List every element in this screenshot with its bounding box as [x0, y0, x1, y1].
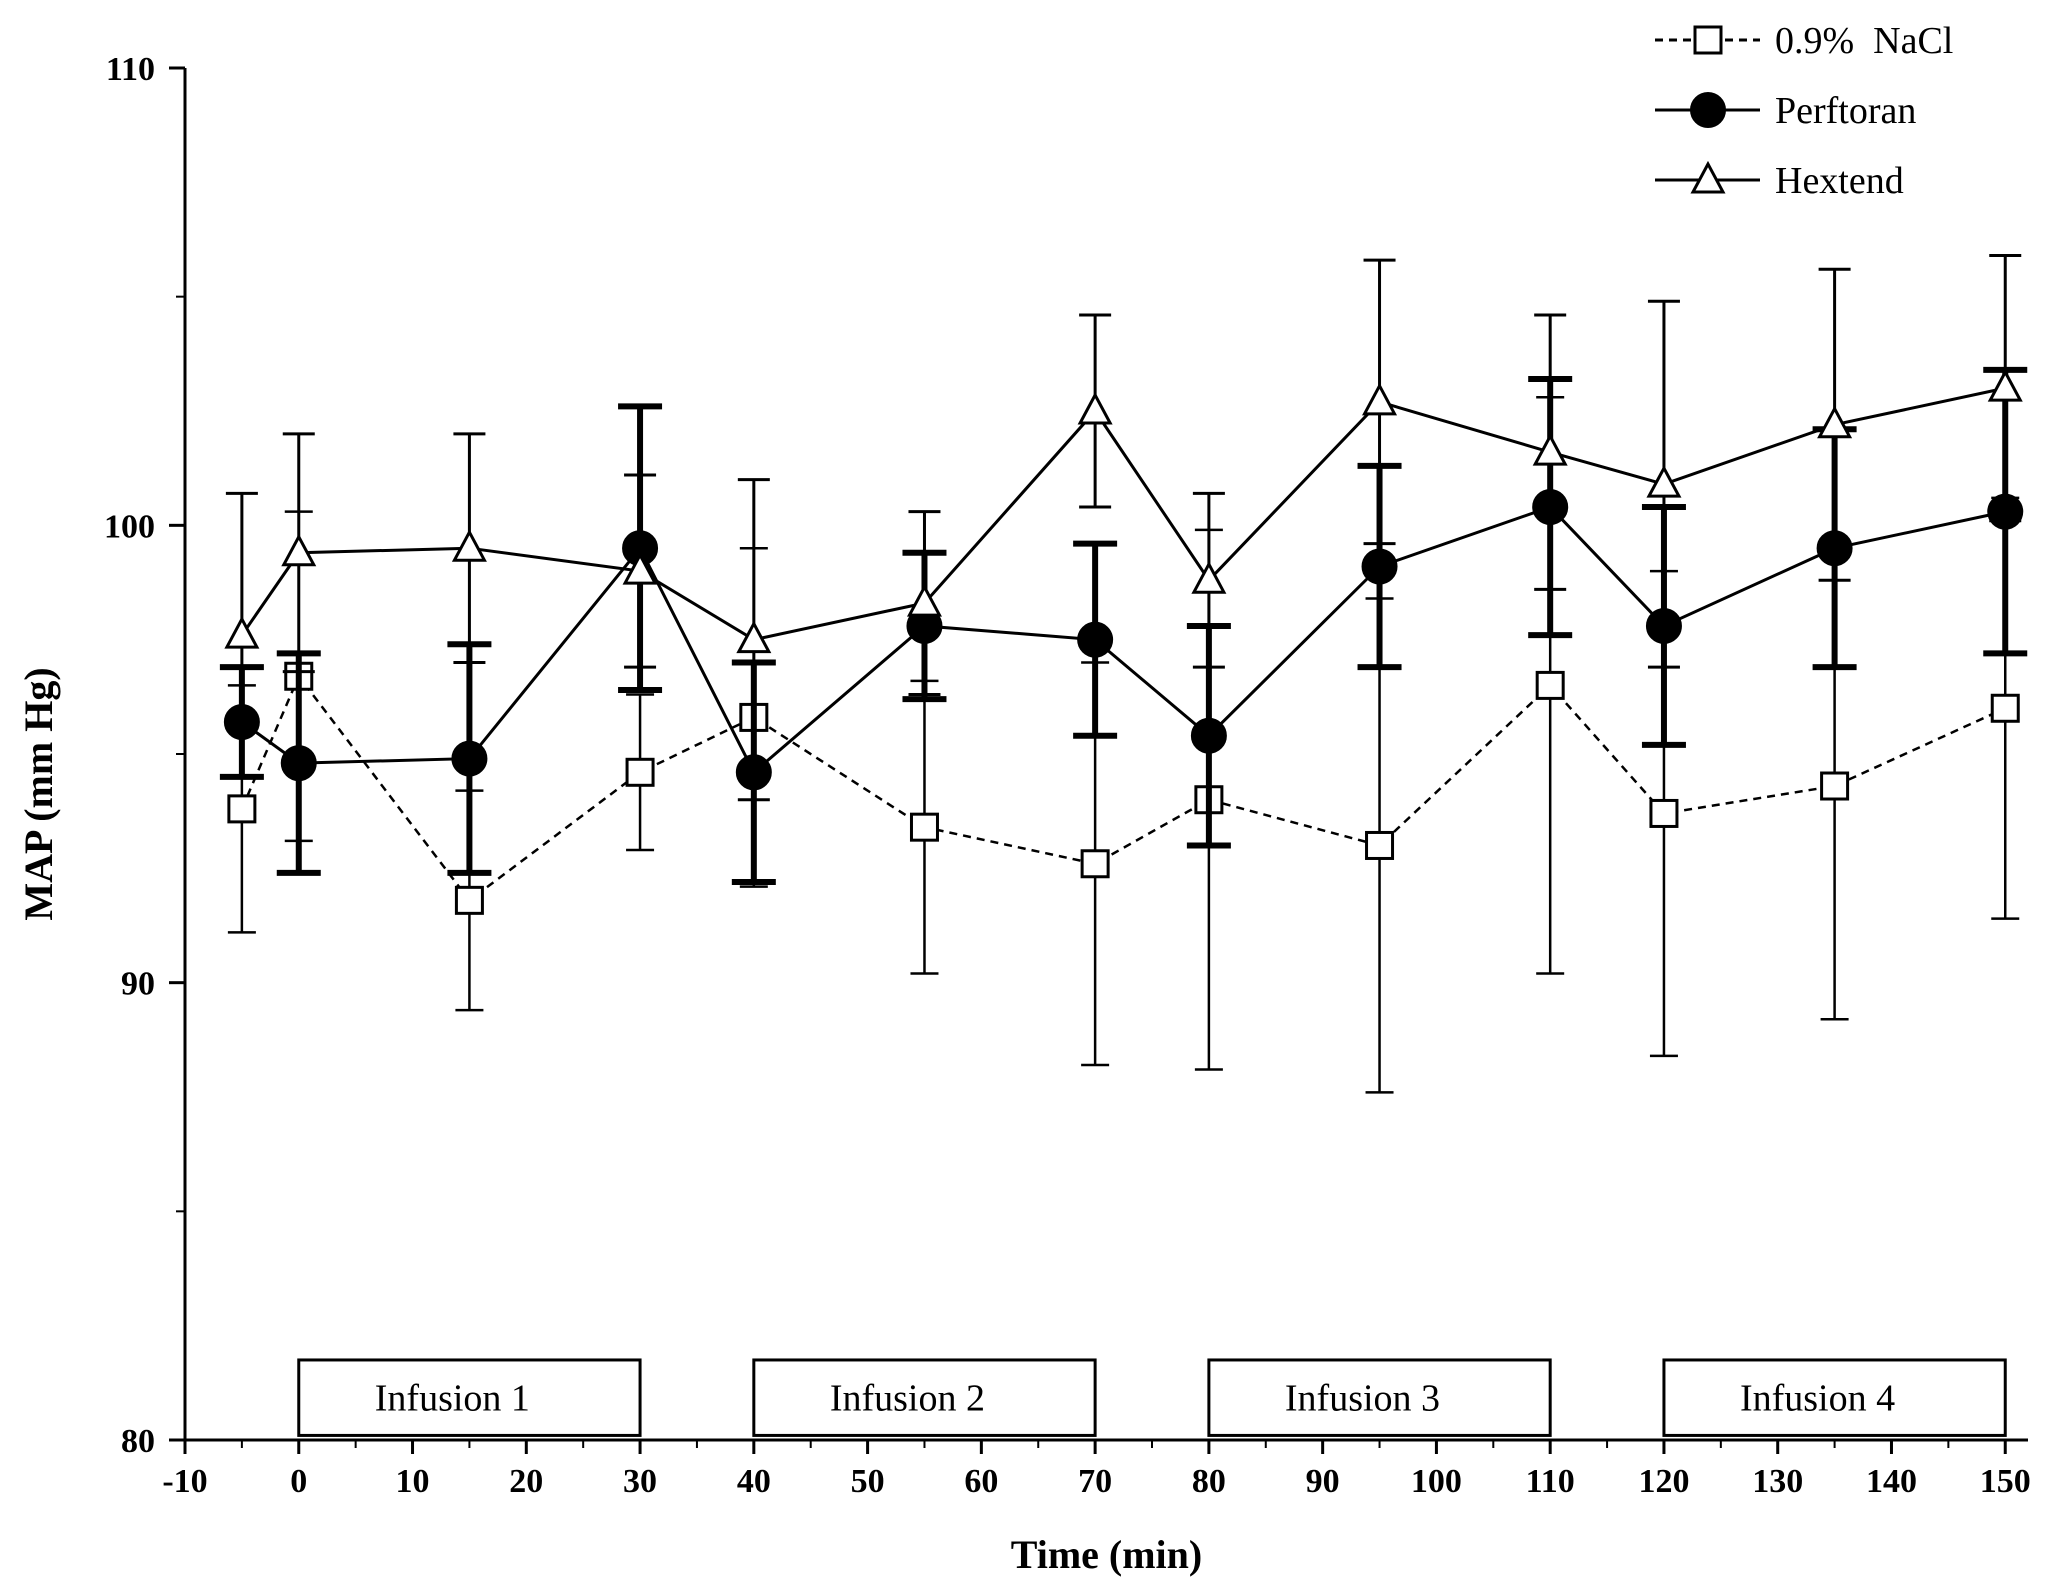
x-tick-label: 20	[509, 1463, 543, 1500]
series-layer	[219, 254, 2028, 1094]
x-tick-label: 110	[1526, 1463, 1575, 1500]
data-point	[1990, 693, 2020, 723]
data-point	[451, 740, 488, 777]
data-point	[625, 757, 655, 787]
x-tick-label: 90	[1306, 1463, 1340, 1500]
legend-label: 0.9% NaCl	[1775, 20, 1953, 62]
data-point	[1987, 368, 2023, 402]
data-point	[451, 529, 487, 562]
data-point	[906, 583, 942, 617]
series-line	[240, 673, 2006, 903]
series-0-9-nacl	[227, 396, 2020, 1094]
y-axis-title: MAP (mm Hg)	[16, 667, 61, 920]
infusion-box	[1662, 1358, 2007, 1437]
x-tick-label: -10	[162, 1463, 207, 1500]
data-point	[454, 885, 484, 915]
y-tick-label: 90	[121, 966, 155, 1003]
x-tick-label: 70	[1078, 1463, 1112, 1500]
data-point	[1365, 830, 1395, 860]
x-tick-label: 30	[623, 1463, 657, 1500]
y-tick-label: 100	[104, 508, 155, 545]
data-point	[280, 745, 317, 782]
axes: -10 0 10 20 30 40 50 60 70 80 90 100 110 120 130 140 150…	[104, 51, 2031, 1500]
x-tick-label: 40	[737, 1463, 771, 1500]
data-point	[1190, 717, 1227, 754]
data-point	[1535, 670, 1565, 700]
data-point	[1191, 561, 1227, 594]
infusion-label: Infusion 1	[375, 1378, 530, 1420]
data-point	[1817, 405, 1853, 439]
data-point	[1532, 432, 1568, 466]
x-tick-label: 130	[1752, 1463, 1803, 1500]
x-axis-title: Time (min)	[1011, 1532, 1202, 1577]
series-perftoran	[219, 366, 2028, 886]
infusion-box	[1207, 1358, 1552, 1437]
series-line	[240, 386, 2006, 642]
infusion-box	[297, 1358, 642, 1437]
legend-marker	[1690, 160, 1726, 194]
data-point	[1080, 849, 1110, 879]
series-line	[241, 505, 2006, 775]
data-point	[224, 615, 260, 649]
y-tick-label: 80	[121, 1423, 155, 1460]
data-point	[281, 533, 317, 567]
data-point	[1820, 771, 1850, 801]
x-tick-label: 150	[1980, 1463, 2031, 1500]
infusion-label: Infusion 3	[1285, 1378, 1440, 1420]
x-tick-label: 100	[1411, 1463, 1462, 1500]
data-point	[1077, 391, 1113, 425]
data-point	[1361, 548, 1398, 585]
infusion-annotations: Infusion 1 Infusion 2 Infusion 3 Infusion 4	[297, 1358, 2007, 1437]
y-tick-label: 110	[106, 51, 155, 88]
data-point	[622, 551, 658, 585]
data-point	[1362, 382, 1398, 416]
legend-label: Perftoran	[1775, 90, 1916, 132]
x-tick-label: 120	[1638, 1463, 1689, 1500]
infusion-box	[752, 1358, 1097, 1437]
data-point	[1077, 621, 1114, 658]
data-point	[1646, 464, 1682, 498]
data-point	[909, 812, 939, 842]
x-tick-label: 80	[1192, 1463, 1226, 1500]
data-point	[227, 794, 257, 824]
x-tick-label: 50	[851, 1463, 885, 1500]
data-point	[1649, 798, 1679, 828]
x-tick-label: 60	[964, 1463, 998, 1500]
data-point	[736, 620, 772, 654]
legend-marker	[1693, 25, 1723, 55]
infusion-label: Infusion 2	[830, 1378, 985, 1420]
legend: 0.9% NaCl Perftoran Hextend	[1655, 20, 1953, 202]
x-tick-label: 140	[1866, 1463, 1917, 1500]
series-hextend	[224, 254, 2023, 802]
x-tick-label: 10	[396, 1463, 430, 1500]
legend-label: Hextend	[1775, 160, 1904, 202]
x-tick-label: 0	[290, 1463, 307, 1500]
legend-marker	[1690, 92, 1726, 128]
infusion-label: Infusion 4	[1740, 1378, 1895, 1420]
